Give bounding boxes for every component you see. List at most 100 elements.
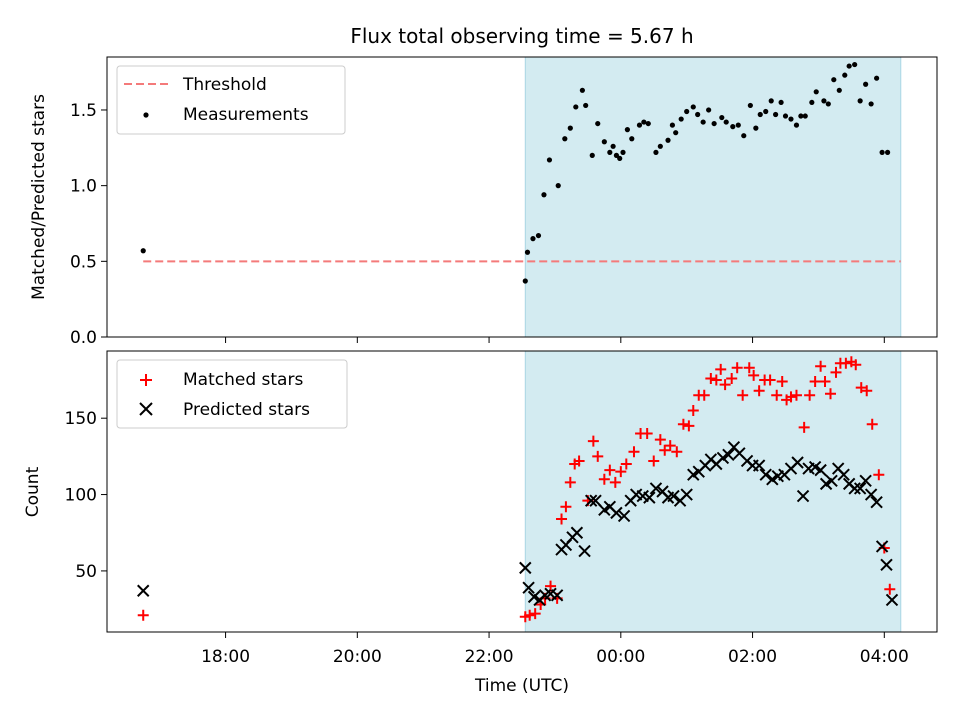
- measurement-point: [583, 102, 589, 109]
- matched-star-point: [804, 389, 816, 401]
- measurement-point: [802, 113, 808, 119]
- matched-star-point: [564, 476, 576, 488]
- x-tick-label: 20:00: [333, 647, 382, 667]
- measurement-points: [140, 61, 891, 284]
- matched-star-point: [609, 476, 621, 488]
- measurement-point: [140, 248, 146, 254]
- predicted-star-point: [853, 482, 867, 495]
- matched-star-point: [866, 418, 878, 430]
- measurement-point: [852, 61, 858, 68]
- ratio-legend: Threshold Measurements: [116, 65, 346, 135]
- predicted-star-points: [137, 441, 899, 607]
- measurement-point: [798, 113, 804, 119]
- legend-matched-marker: [140, 374, 152, 386]
- measurement-point: [636, 122, 643, 128]
- predicted-star-point: [870, 495, 883, 509]
- count-y-axis-label: Count: [23, 466, 43, 517]
- measurement-point: [579, 87, 585, 93]
- matched-star-point: [726, 372, 738, 384]
- measurement-point: [747, 102, 753, 109]
- measurement-point: [842, 72, 848, 78]
- count-legend-box: [116, 359, 348, 429]
- predicted-star-point: [610, 506, 623, 520]
- predicted-star-point: [837, 468, 850, 481]
- predicted-star-point: [752, 459, 766, 472]
- measurement-point: [613, 152, 620, 158]
- predicted-star-point: [522, 581, 535, 594]
- legend-measurements-marker: [143, 112, 149, 118]
- matched-star-point: [776, 376, 788, 388]
- measurement-point: [741, 133, 747, 139]
- matched-star-point: [873, 469, 885, 481]
- matched-star-point: [529, 608, 541, 620]
- matched-star-point: [790, 389, 802, 401]
- matched-star-point: [705, 372, 717, 384]
- matched-star-point: [698, 389, 710, 401]
- matched-star-point: [648, 455, 660, 467]
- predicted-star-point: [885, 593, 899, 607]
- measurement-point: [653, 149, 659, 155]
- measurement-point: [863, 81, 869, 87]
- measurement-point: [735, 122, 741, 128]
- measurement-point: [695, 111, 701, 118]
- matched-star-point: [825, 388, 837, 400]
- measurement-point: [620, 149, 626, 155]
- count-legend: Matched stars Predicted stars: [116, 359, 348, 429]
- ratio-y-axis: 0.0 0.5 1.0 1.5: [70, 101, 107, 348]
- predicted-star-point: [859, 474, 872, 488]
- predicted-star-point: [137, 584, 150, 597]
- matched-star-point: [830, 366, 842, 378]
- predicted-star-point: [880, 558, 893, 572]
- measurement-point: [879, 149, 885, 155]
- measurement-point: [601, 139, 607, 145]
- matched-star-point: [884, 583, 896, 595]
- x-tick-label: 02:00: [728, 647, 777, 667]
- matched-star-point: [785, 391, 797, 403]
- measurement-point: [757, 111, 763, 118]
- measurement-point: [723, 119, 729, 125]
- measurement-point: [624, 127, 630, 133]
- matched-star-point: [592, 450, 604, 462]
- measurement-point: [778, 99, 784, 106]
- measurement-point: [753, 125, 759, 131]
- matched-star-point: [573, 455, 585, 467]
- predicted-star-point: [570, 526, 584, 539]
- measurement-point: [617, 155, 623, 162]
- matched-star-point: [620, 458, 632, 470]
- measurement-point: [657, 143, 663, 149]
- measurement-point: [706, 107, 712, 113]
- matched-star-points: [137, 356, 896, 623]
- matched-star-point: [687, 405, 699, 417]
- matched-star-point: [743, 362, 755, 374]
- matched-star-point: [677, 418, 689, 430]
- measurement-point: [546, 157, 553, 163]
- x-tick-label: 00:00: [596, 647, 645, 667]
- matched-star-point: [819, 376, 831, 388]
- x-tick-label: 04:00: [860, 647, 909, 667]
- predicted-star-point: [617, 509, 631, 523]
- matched-star-point: [604, 464, 616, 476]
- matched-star-point: [587, 435, 599, 447]
- x-tick-label: 22:00: [465, 647, 514, 667]
- measurement-point: [884, 149, 891, 155]
- count-y-axis: 50 100 150: [65, 409, 107, 582]
- predicted-star-point: [791, 456, 804, 469]
- y-tick-label: 0.5: [70, 252, 97, 272]
- ratio-shaded-region: [524, 56, 902, 338]
- matched-star-point: [731, 362, 743, 374]
- measurement-point: [669, 122, 676, 128]
- ratio-y-axis-label: Matched/Predicted stars: [29, 94, 49, 300]
- measurement-point: [589, 152, 595, 158]
- y-tick-label: 50: [75, 562, 97, 582]
- measurement-point: [610, 143, 616, 149]
- measurement-point: [719, 114, 725, 121]
- legend-threshold-label: Threshold: [182, 75, 267, 95]
- count-plot-frame: [106, 350, 938, 633]
- matched-star-point: [719, 379, 731, 391]
- measurement-point: [874, 75, 880, 81]
- measurement-point: [836, 87, 842, 93]
- matched-star-point: [524, 609, 536, 621]
- measurement-point: [730, 124, 736, 130]
- measurement-point: [562, 136, 568, 142]
